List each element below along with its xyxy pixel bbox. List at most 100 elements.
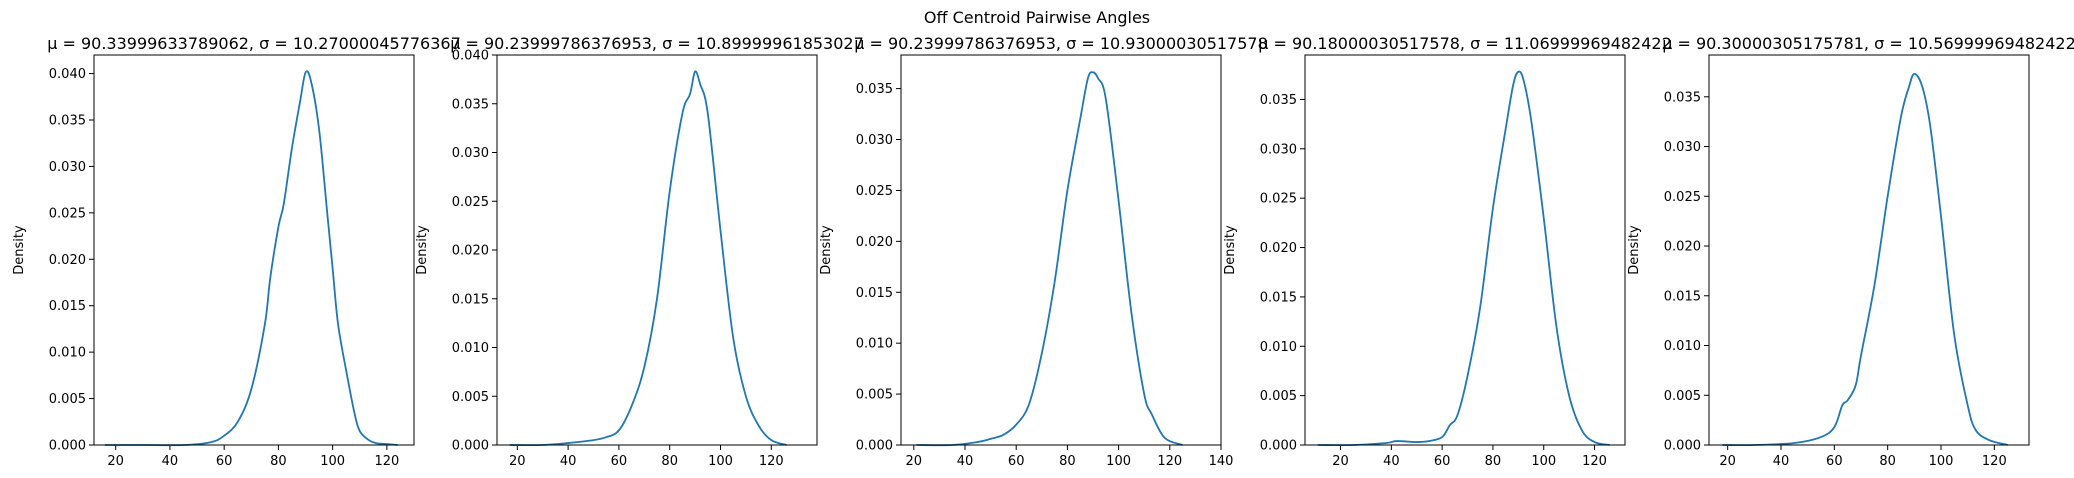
density-line bbox=[1722, 73, 2008, 447]
y-tick-label: 0.010 bbox=[856, 337, 893, 352]
figure-suptitle: Off Centroid Pairwise Angles bbox=[924, 8, 1150, 27]
x-tick-label: 40 bbox=[162, 454, 179, 469]
y-tick-label: 0.040 bbox=[452, 49, 489, 64]
axes-frame bbox=[900, 54, 1222, 446]
y-axis-label: Density bbox=[415, 225, 430, 275]
x-tick-label: 60 bbox=[611, 454, 628, 469]
y-tick-label: 0.035 bbox=[1260, 93, 1297, 108]
y-tick-label: 0.015 bbox=[452, 292, 489, 307]
x-tick-label: 20 bbox=[906, 454, 923, 469]
x-tick-label: 20 bbox=[1332, 454, 1349, 469]
x-tick-label: 120 bbox=[1157, 454, 1182, 469]
y-tick-label: 0.035 bbox=[1664, 90, 1701, 105]
axes-frame bbox=[93, 54, 415, 446]
y-tick-label: 0.020 bbox=[452, 244, 489, 259]
y-tick-label: 0.000 bbox=[49, 439, 86, 454]
y-axis-label: Density bbox=[819, 225, 834, 275]
x-tick-label: 80 bbox=[270, 454, 287, 469]
y-tick-label: 0.010 bbox=[49, 346, 86, 361]
axes-frame bbox=[1304, 54, 1626, 446]
axes-frame bbox=[496, 54, 818, 446]
x-tick-label: 80 bbox=[661, 454, 678, 469]
y-tick-label: 0.025 bbox=[1664, 190, 1701, 205]
y-tick-label: 0.020 bbox=[49, 253, 86, 268]
subplot-grid: μ = 90.33999633789062, σ = 10.2700004577… bbox=[12, 34, 2074, 469]
y-tick-label: 0.015 bbox=[49, 299, 86, 314]
axes-frame bbox=[1708, 54, 2030, 446]
subplot-title: μ = 90.23999786376953, σ = 10.9300003051… bbox=[854, 34, 1268, 53]
x-tick-label: 40 bbox=[560, 454, 577, 469]
y-tick-label: 0.005 bbox=[1260, 389, 1297, 404]
x-tick-label: 120 bbox=[1582, 454, 1607, 469]
y-tick-label: 0.010 bbox=[452, 341, 489, 356]
y-tick-label: 0.000 bbox=[452, 439, 489, 454]
y-tick-label: 0.030 bbox=[452, 146, 489, 161]
x-tick-label: 40 bbox=[957, 454, 974, 469]
y-tick-label: 0.030 bbox=[49, 160, 86, 175]
y-tick-label: 0.025 bbox=[49, 206, 86, 221]
y-tick-label: 0.015 bbox=[1664, 289, 1701, 304]
x-tick-label: 80 bbox=[1059, 454, 1076, 469]
y-tick-label: 0.020 bbox=[1664, 240, 1701, 255]
y-tick-label: 0.040 bbox=[49, 67, 86, 82]
y-tick-label: 0.010 bbox=[1260, 340, 1297, 355]
y-tick-label: 0.025 bbox=[856, 184, 893, 199]
x-tick-label: 80 bbox=[1485, 454, 1502, 469]
y-tick-label: 0.035 bbox=[452, 97, 489, 112]
subplot-title: μ = 90.18000030517578, σ = 11.0699996948… bbox=[1258, 34, 1672, 53]
y-tick-label: 0.025 bbox=[452, 195, 489, 210]
y-tick-label: 0.030 bbox=[1260, 142, 1297, 157]
y-tick-label: 0.030 bbox=[856, 133, 893, 148]
y-tick-label: 0.025 bbox=[1260, 192, 1297, 207]
y-tick-label: 0.030 bbox=[1664, 140, 1701, 155]
x-tick-label: 100 bbox=[320, 454, 345, 469]
x-tick-label: 120 bbox=[374, 454, 399, 469]
density-line bbox=[916, 71, 1183, 447]
density-line bbox=[104, 70, 398, 447]
y-axis-label: Density bbox=[1627, 225, 1642, 275]
y-axis-label: Density bbox=[12, 225, 27, 275]
x-tick-label: 100 bbox=[1531, 454, 1556, 469]
y-tick-label: 0.005 bbox=[856, 388, 893, 403]
y-tick-label: 0.020 bbox=[856, 235, 893, 250]
y-tick-label: 0.035 bbox=[856, 82, 893, 97]
x-tick-label: 80 bbox=[1879, 454, 1896, 469]
x-tick-label: 20 bbox=[107, 454, 124, 469]
y-tick-label: 0.005 bbox=[49, 392, 86, 407]
subplot-4: μ = 90.18000030517578, σ = 11.0699996948… bbox=[1223, 34, 1672, 469]
subplot-2: μ = 90.23999786376953, σ = 10.8999996185… bbox=[415, 34, 864, 469]
x-tick-label: 40 bbox=[1383, 454, 1400, 469]
subplot-1: μ = 90.33999633789062, σ = 10.2700004577… bbox=[12, 34, 461, 469]
x-tick-label: 20 bbox=[1719, 454, 1736, 469]
y-tick-label: 0.000 bbox=[856, 439, 893, 454]
y-tick-label: 0.015 bbox=[1260, 290, 1297, 305]
x-tick-label: 120 bbox=[1982, 454, 2007, 469]
subplot-5: μ = 90.30000305175781, σ = 10.5699996948… bbox=[1627, 34, 2074, 469]
y-tick-label: 0.000 bbox=[1664, 439, 1701, 454]
subplot-title: μ = 90.33999633789062, σ = 10.2700004577… bbox=[47, 34, 461, 53]
x-tick-label: 60 bbox=[1826, 454, 1843, 469]
y-tick-label: 0.035 bbox=[49, 114, 86, 129]
x-tick-label: 120 bbox=[759, 454, 784, 469]
x-tick-label: 60 bbox=[216, 454, 233, 469]
y-tick-label: 0.010 bbox=[1664, 339, 1701, 354]
density-line bbox=[509, 70, 787, 447]
x-tick-label: 100 bbox=[1106, 454, 1131, 469]
x-tick-label: 100 bbox=[708, 454, 733, 469]
x-tick-label: 60 bbox=[1008, 454, 1025, 469]
x-tick-label: 20 bbox=[509, 454, 526, 469]
y-tick-label: 0.005 bbox=[452, 390, 489, 405]
y-tick-label: 0.000 bbox=[1260, 439, 1297, 454]
density-line bbox=[1317, 70, 1610, 447]
subplot-3: μ = 90.23999786376953, σ = 10.9300003051… bbox=[819, 34, 1268, 469]
x-tick-label: 40 bbox=[1773, 454, 1790, 469]
x-tick-label: 100 bbox=[1929, 454, 1954, 469]
subplot-title: μ = 90.30000305175781, σ = 10.5699996948… bbox=[1662, 34, 2074, 53]
x-tick-label: 140 bbox=[1209, 454, 1234, 469]
y-tick-label: 0.015 bbox=[856, 286, 893, 301]
subplot-title: μ = 90.23999786376953, σ = 10.8999996185… bbox=[450, 34, 864, 53]
y-tick-label: 0.005 bbox=[1664, 389, 1701, 404]
x-tick-label: 60 bbox=[1434, 454, 1451, 469]
y-axis-label: Density bbox=[1223, 225, 1238, 275]
